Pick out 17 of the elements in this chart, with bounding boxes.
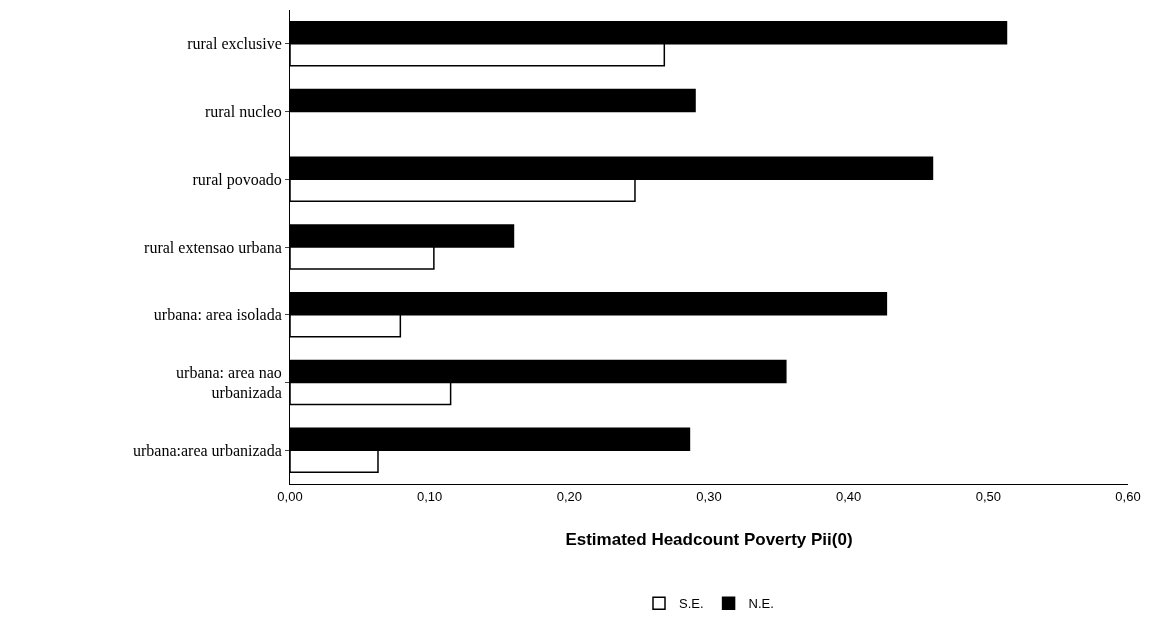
y-tick-label: rural extensao urbana — [144, 238, 282, 256]
y-tick-label: urbana: area isolada — [153, 306, 282, 324]
x-tick-label: 0,40 — [836, 488, 862, 504]
y-tick-label: urbana:area urbanizada — [133, 441, 282, 459]
x-tick-label: 0,10 — [417, 488, 443, 504]
x-tick-label: 0,00 — [277, 488, 303, 504]
legend-label: N.E. — [748, 596, 774, 612]
y-tick-label: rural povoado — [192, 170, 282, 189]
x-axis-title: Estimated Headcount Poverty Pii(0) — [565, 530, 853, 549]
x-tick-label: 0,30 — [696, 488, 722, 504]
y-tick-label: rural exclusive — [187, 35, 282, 53]
legend-label: S.E. — [679, 596, 704, 612]
x-tick-label: 0,20 — [556, 488, 582, 504]
y-tick-label: urbana: area nao urbanizada — [176, 363, 282, 402]
y-tick-label: rural nucleo — [204, 103, 282, 121]
x-tick-label: 0,50 — [975, 488, 1001, 504]
x-tick-label: 0,60 — [1115, 488, 1141, 504]
